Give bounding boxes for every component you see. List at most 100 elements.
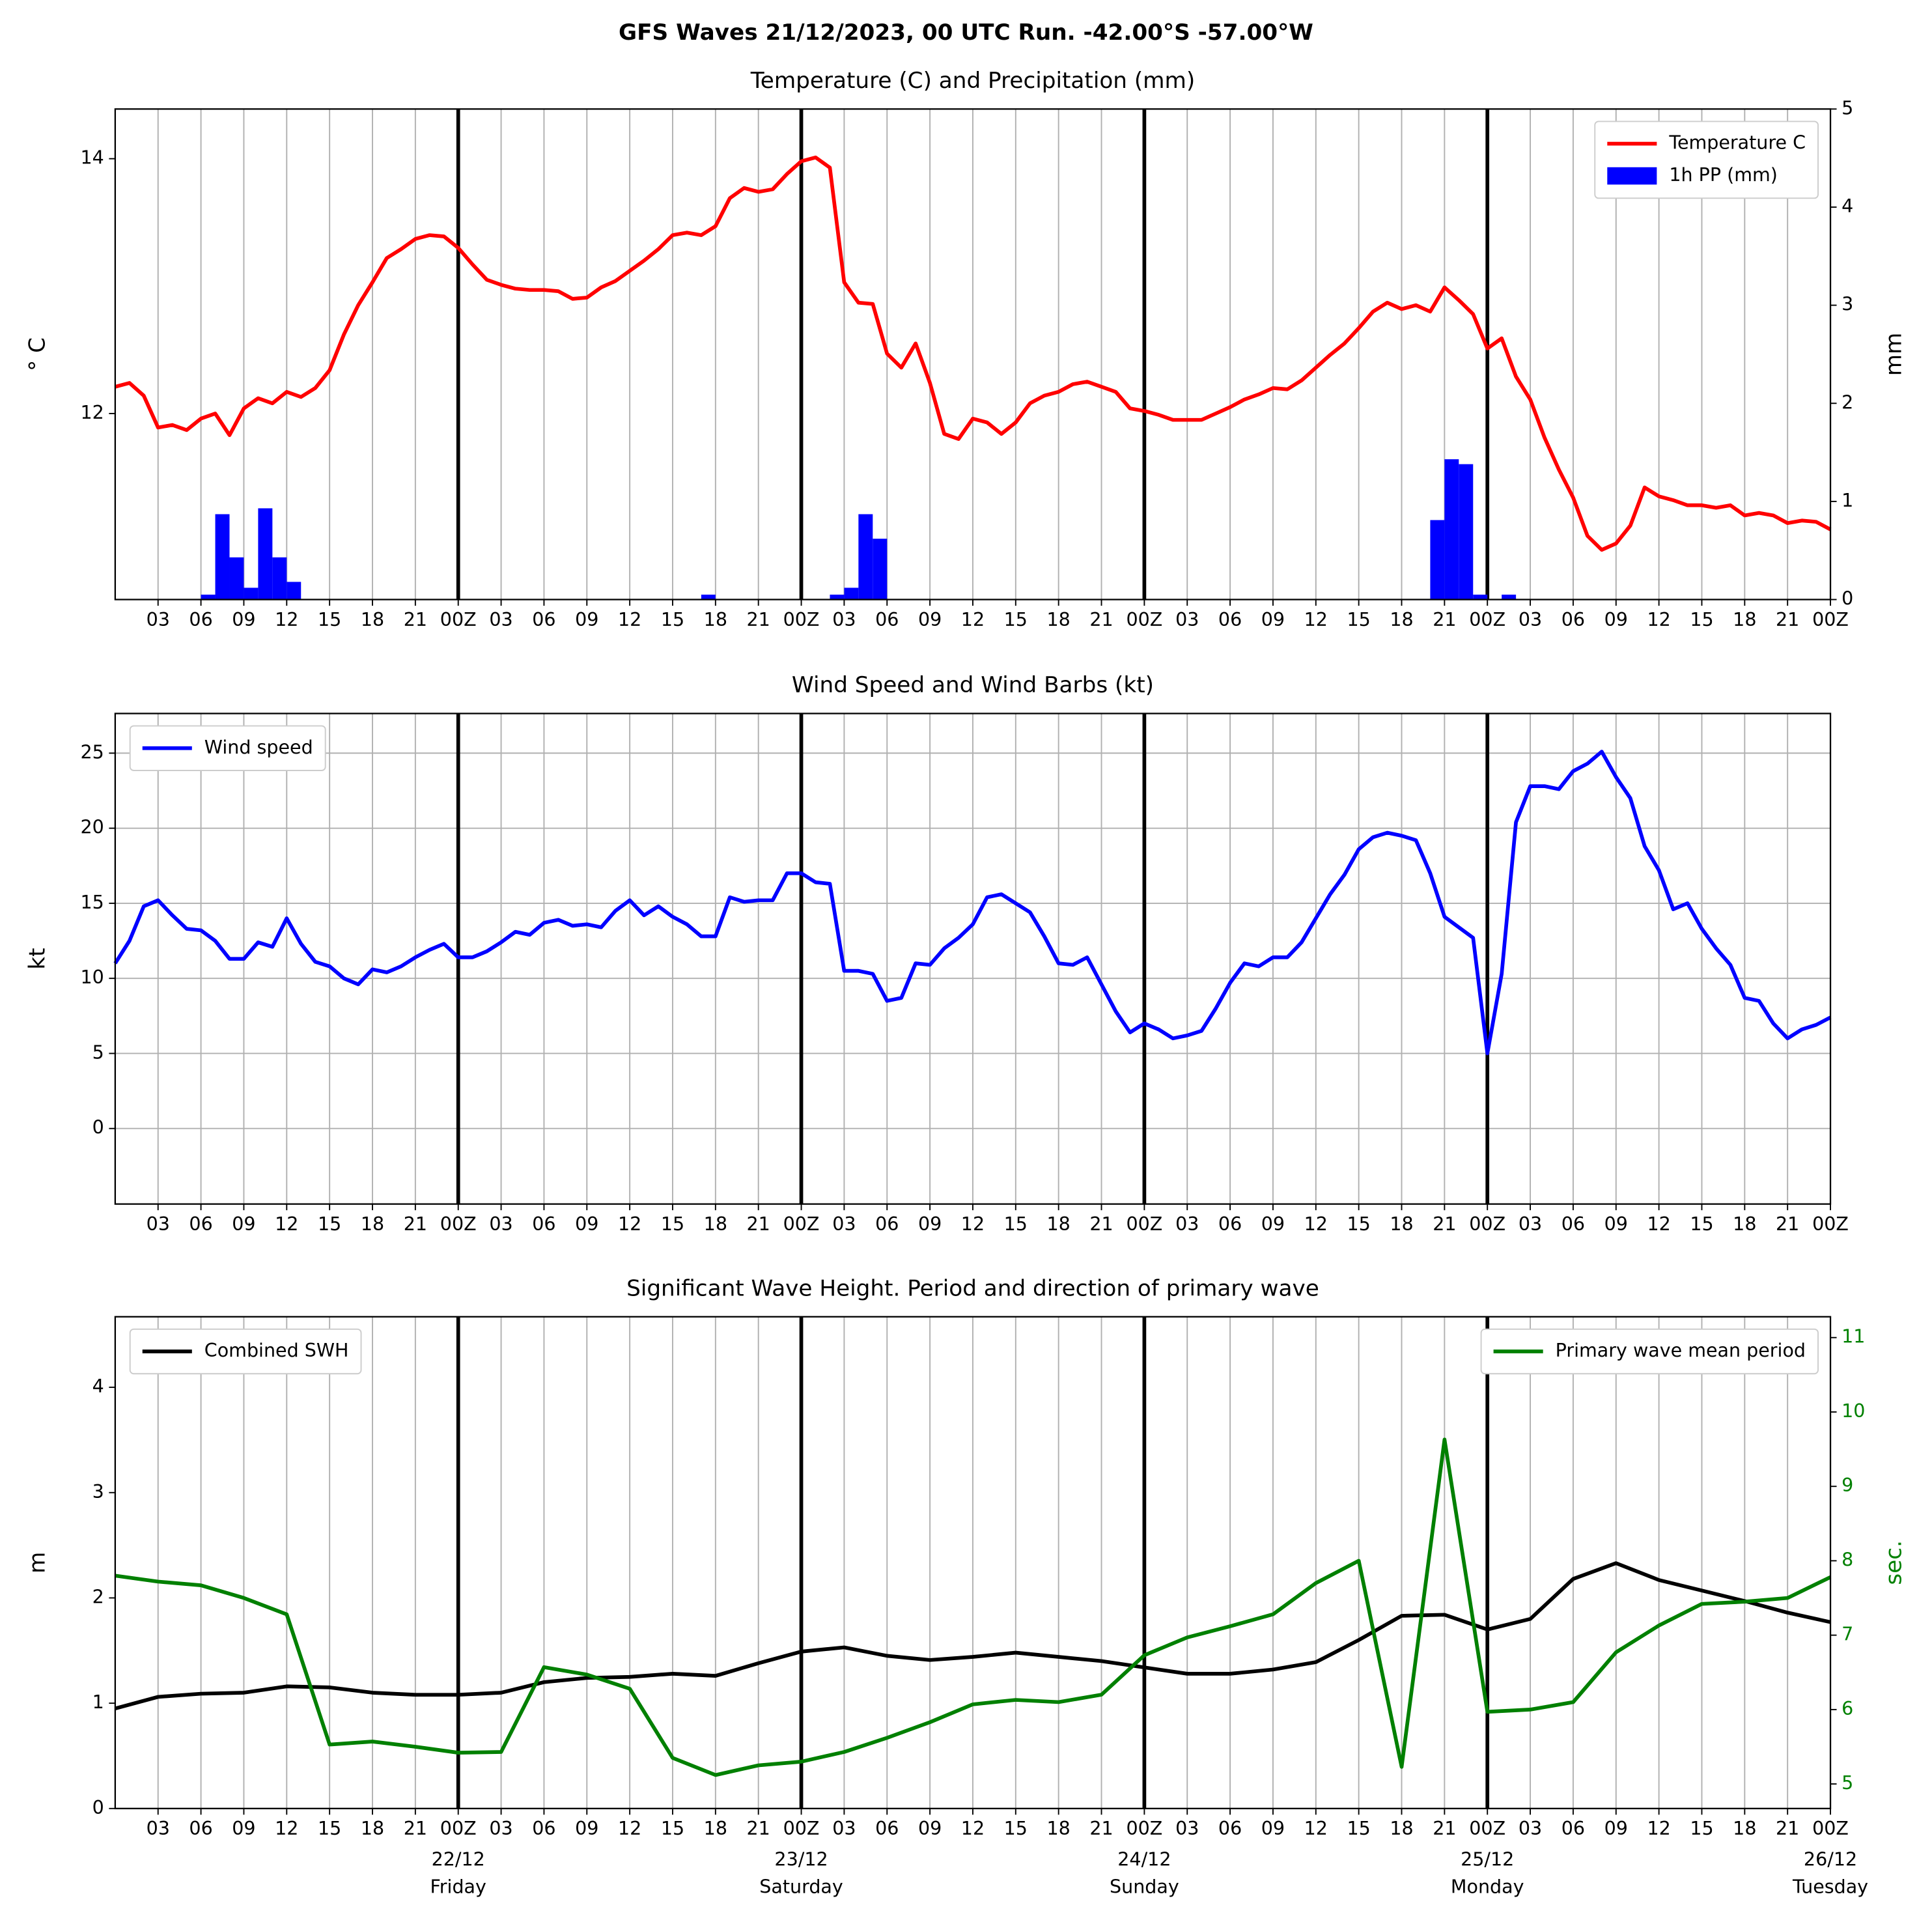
bar [873,539,888,600]
day-weekday: Tuesday [1792,1876,1868,1898]
x-tick-label: 00Z [1126,1213,1162,1235]
x-tick-label: 00Z [783,609,820,630]
day-date: 26/12 [1804,1849,1857,1871]
series-line [115,155,1832,552]
x-tick-label: 15 [1347,609,1370,630]
x-tick-label: 21 [1089,1818,1113,1839]
y2-tick-label: 5 [1841,1772,1853,1794]
x-tick-label: 15 [1004,1213,1028,1235]
y-tick-label: 2 [92,1586,104,1607]
x-tick-label: 18 [1047,609,1071,630]
x-tick-label: 06 [1561,1213,1585,1235]
bar [201,595,216,600]
bar [1444,459,1459,600]
x-tick-label: 12 [1647,1213,1670,1235]
x-tick-label: 09 [1604,1213,1628,1235]
x-tick-label: 21 [1776,1213,1799,1235]
day-date: 22/12 [432,1849,485,1871]
x-tick-label: 06 [1218,609,1242,630]
legend-label: 1h PP (mm) [1669,164,1778,186]
x-tick-label: 09 [1261,609,1285,630]
day-weekday: Friday [430,1876,486,1898]
x-tick-label: 06 [532,1213,555,1235]
x-tick-label: 15 [1347,1818,1370,1839]
y2-axis-label: mm [1881,333,1907,376]
legend: Temperature C 1h PP (mm) [1594,120,1819,199]
x-tick-label: 21 [1089,609,1113,630]
x-tick-label: 06 [189,1213,212,1235]
bar [858,514,873,600]
x-tick-label: 06 [1218,1818,1242,1839]
x-tick-label: 18 [1390,1213,1413,1235]
chart-title: Significant Wave Height. Period and dire… [626,1275,1319,1301]
y2-tick-label: 10 [1841,1400,1865,1422]
y2-tick-label: 1 [1841,490,1853,511]
x-tick-label: 09 [232,1213,255,1235]
day-date: 25/12 [1461,1849,1514,1871]
y-tick-label: 4 [92,1376,104,1397]
y-tick-label: 10 [80,967,104,988]
x-tick-label: 15 [1004,1818,1028,1839]
bar [844,587,859,600]
day-date: 23/12 [774,1849,828,1871]
x-tick-label: 06 [532,1818,555,1839]
x-tick-label: 09 [575,609,598,630]
y-tick-label: 15 [80,892,104,913]
figure-title: GFS Waves 21/12/2023, 00 UTC Run. -42.00… [619,20,1313,46]
x-tick-label: 06 [875,609,899,630]
x-tick-label: 18 [1733,609,1756,630]
x-tick-label: 03 [489,1818,512,1839]
y-tick-label: 20 [80,817,104,838]
y-axis-label: ° C [24,337,50,371]
x-tick-label: 03 [832,1213,856,1235]
y-tick-label: 12 [80,402,104,423]
x-tick-label: 03 [1519,609,1542,630]
x-tick-label: 12 [1304,1818,1328,1839]
x-tick-label: 03 [832,609,856,630]
x-tick-label: 03 [1519,1213,1542,1235]
day-weekday: Saturday [759,1876,843,1898]
x-tick-label: 12 [961,1818,985,1839]
plot-frame [114,713,1832,1205]
x-tick-label: 12 [618,1213,641,1235]
x-tick-label: 15 [1690,1818,1713,1839]
bar [1502,595,1517,600]
y-tick-label: 3 [92,1481,104,1503]
x-tick-label: 00Z [440,609,477,630]
day-date: 24/12 [1117,1849,1171,1871]
x-tick-label: 15 [318,609,341,630]
x-tick-label: 18 [1047,1818,1071,1839]
y2-tick-label: 7 [1841,1624,1853,1645]
legend-swatch [1607,167,1657,185]
x-tick-label: 09 [918,609,942,630]
x-tick-label: 00Z [783,1818,820,1839]
y-tick-label: 5 [92,1041,104,1063]
x-tick-label: 12 [1647,609,1670,630]
x-tick-label: 06 [1561,1818,1585,1839]
bar [830,595,845,600]
legend: Wind speed [129,725,326,771]
x-tick-label: 18 [1047,1213,1071,1235]
y-tick-label: 0 [92,1797,104,1818]
x-tick-label: 00Z [1469,1213,1505,1235]
chart-title: Wind Speed and Wind Barbs (kt) [792,672,1154,698]
x-tick-label: 03 [832,1818,856,1839]
y-axis-label: kt [24,948,50,969]
legend-label: Wind speed [204,737,313,758]
x-tick-label: 12 [618,609,641,630]
x-tick-label: 21 [404,1213,427,1235]
x-tick-label: 21 [747,1818,770,1839]
x-tick-label: 18 [361,609,384,630]
y2-tick-label: 6 [1841,1698,1853,1719]
x-tick-label: 21 [404,609,427,630]
x-tick-label: 06 [875,1818,899,1839]
x-tick-label: 00Z [1126,1818,1162,1839]
chart-title: Temperature (C) and Precipitation (mm) [750,68,1195,94]
x-tick-label: 00Z [1469,609,1505,630]
x-tick-label: 09 [575,1818,598,1839]
x-tick-label: 12 [275,1818,298,1839]
x-tick-label: 06 [875,1213,899,1235]
x-tick-label: 00Z [440,1213,477,1235]
x-tick-label: 09 [1261,1818,1285,1839]
